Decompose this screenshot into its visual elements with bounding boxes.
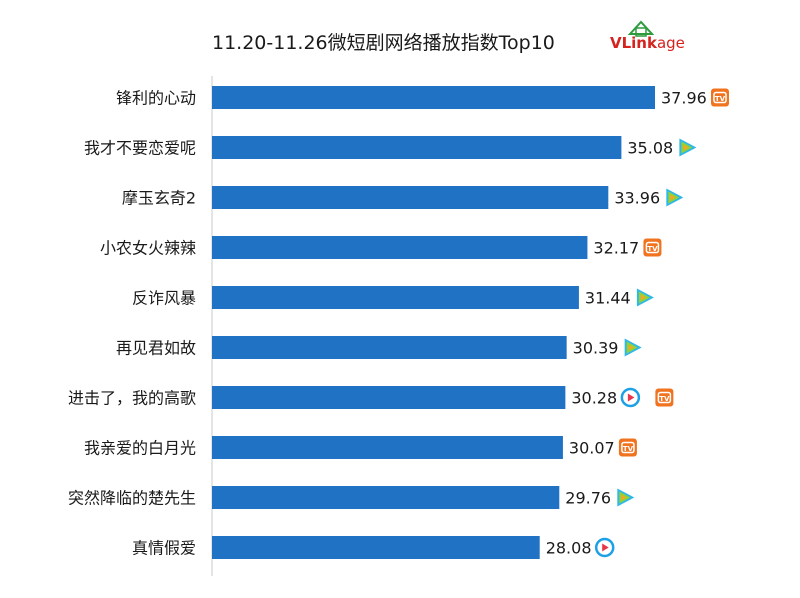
bar <box>212 86 655 109</box>
mango-tv-icon-glyph: TV <box>659 395 670 403</box>
tencent-video-icon <box>679 138 697 157</box>
tencent-video-icon-inner <box>640 294 646 301</box>
value-label: 30.07 <box>569 439 615 458</box>
mango-tv-icon-screen <box>621 441 635 454</box>
bar <box>212 386 566 409</box>
tencent-video-icon <box>636 288 654 307</box>
tencent-video-icon <box>624 338 642 357</box>
tencent-video-icon-inner <box>683 144 689 151</box>
mango-tv-icon-screen <box>645 241 660 254</box>
value-label: 30.28 <box>571 389 617 408</box>
bar <box>212 286 579 309</box>
category-label: 我亲爱的白月光 <box>84 439 196 458</box>
tencent-video-icon-inner <box>670 194 676 201</box>
category-label: 真情假爱 <box>132 539 196 558</box>
tencent-video-icon-inner <box>628 344 634 351</box>
mango-tv-icon: TV <box>643 238 662 257</box>
bar <box>212 536 540 559</box>
category-label: 突然降临的楚先生 <box>68 489 196 508</box>
mango-tv-icon: TV <box>711 88 729 107</box>
value-label: 35.08 <box>627 139 673 158</box>
value-label: 32.17 <box>593 239 639 258</box>
category-label: 摩玉玄奇2 <box>122 189 196 208</box>
youku-icon <box>620 387 641 408</box>
bar <box>212 436 563 459</box>
tencent-video-icon <box>666 188 684 207</box>
bar <box>212 236 588 259</box>
chart-title: 11.20-11.26微短剧网络播放指数Top10 <box>212 32 555 54</box>
tencent-video-icon-inner <box>621 494 627 501</box>
youku-icon <box>594 537 615 558</box>
logo-text: VLinkage <box>610 34 685 52</box>
vlinkage-logo: VLinkage <box>610 20 705 56</box>
bar <box>212 336 567 359</box>
bar <box>212 186 609 209</box>
youku-icon-play <box>627 393 635 402</box>
logo-house-icon <box>627 20 655 37</box>
value-label: 30.39 <box>573 339 619 358</box>
category-label: 我才不要恋爱呢 <box>84 139 196 158</box>
value-label: 33.96 <box>614 189 660 208</box>
mango-tv-icon-screen <box>713 91 727 104</box>
bar <box>212 136 622 159</box>
category-label: 进击了，我的高歌 <box>68 389 196 408</box>
category-label: 反诈风暴 <box>132 289 196 308</box>
mango-tv-icon-glyph: TV <box>647 245 658 253</box>
value-label: 28.08 <box>546 539 592 558</box>
value-label: 29.76 <box>565 489 611 508</box>
tencent-video-icon <box>617 488 635 507</box>
value-label: 31.44 <box>585 289 631 308</box>
category-label: 锋利的心动 <box>116 89 196 108</box>
bar <box>212 486 560 509</box>
mango-tv-icon-glyph: TV <box>715 95 726 103</box>
category-label: 小农女火辣辣 <box>100 239 196 258</box>
mango-tv-icon: TV <box>618 438 637 457</box>
mango-tv-icon: TV <box>655 388 674 407</box>
mango-tv-icon-screen <box>657 391 672 404</box>
youku-icon-play <box>602 543 609 552</box>
value-label: 37.96 <box>661 89 707 108</box>
mango-tv-icon-glyph: TV <box>623 445 634 453</box>
category-label: 再见君如故 <box>116 339 196 358</box>
